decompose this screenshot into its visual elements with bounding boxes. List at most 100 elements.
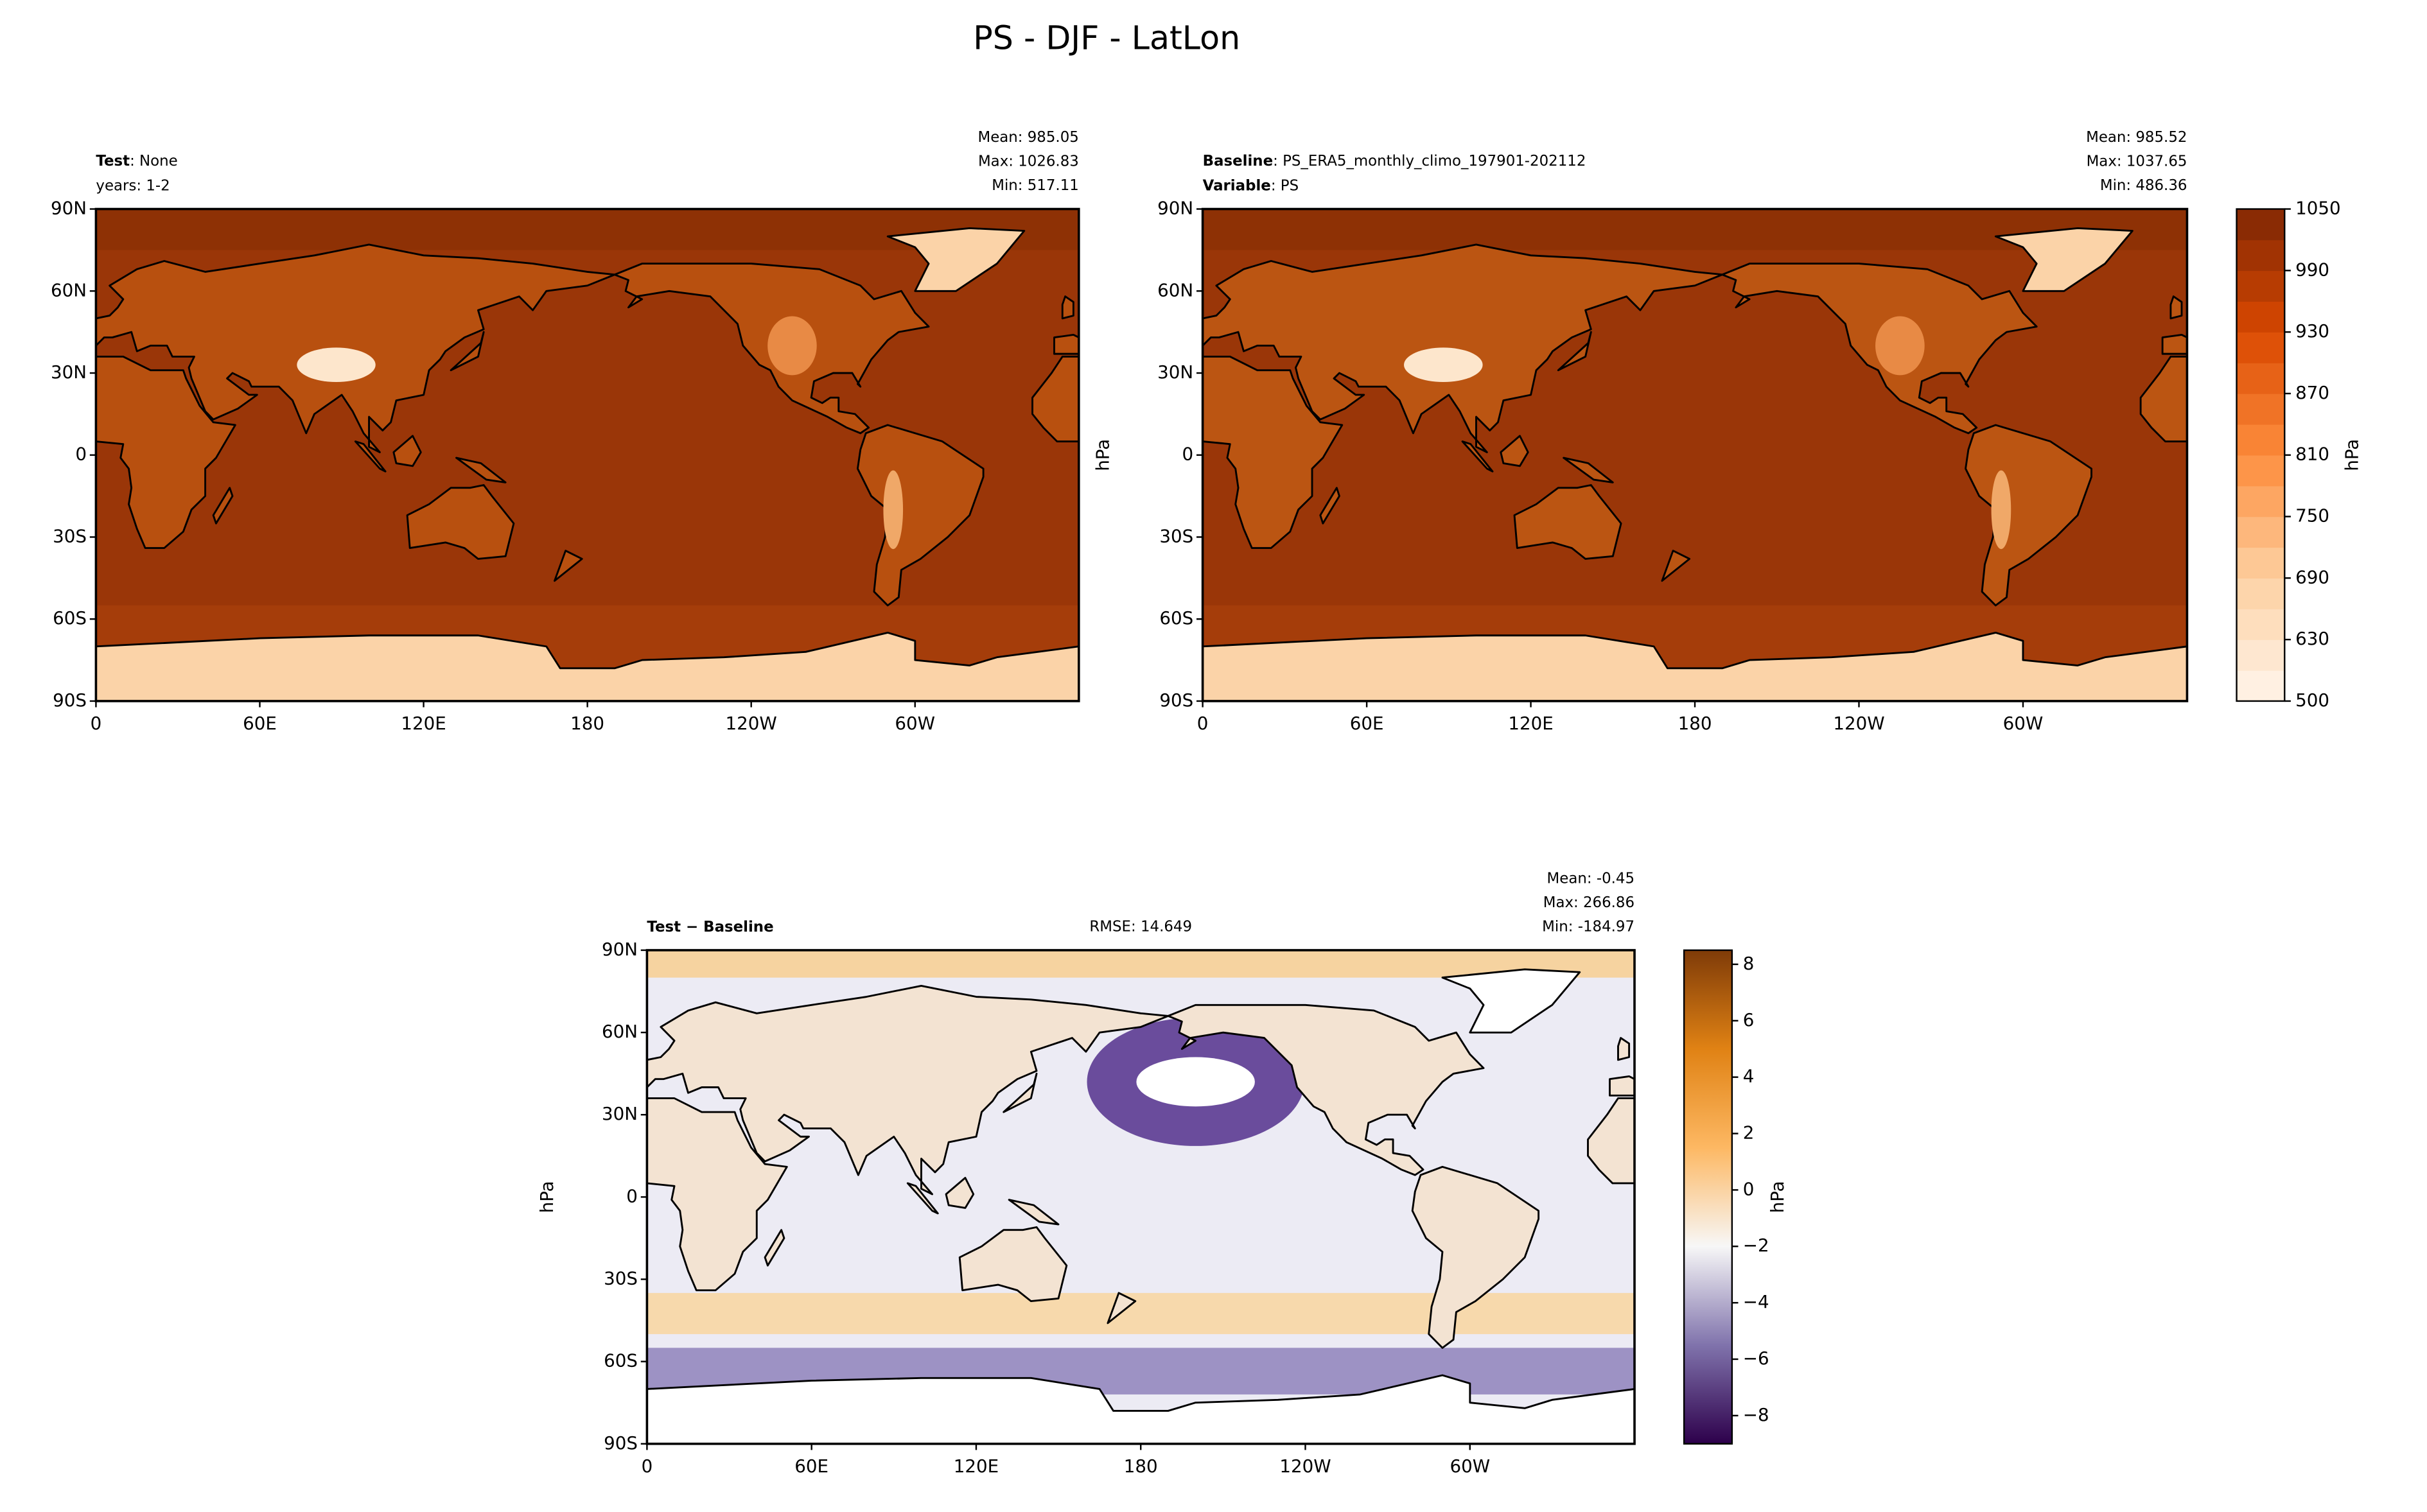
y-tick-label: 90S [604, 1432, 638, 1454]
x-tick-label: 180 [1678, 713, 1712, 734]
coastline [406, 484, 515, 560]
colorbar-tick-label: 690 [2295, 566, 2329, 587]
coastline [764, 1229, 785, 1267]
anomaly-core [1136, 1057, 1255, 1107]
x-tick-label: 60W [895, 713, 935, 734]
x-tick-label: 180 [570, 713, 604, 734]
y-tick-label: 0 [75, 444, 87, 465]
y-tick-label: 0 [626, 1185, 638, 1206]
coastline [2169, 295, 2183, 320]
colorbar-band [2236, 239, 2285, 272]
figure-title: PS - DJF - LatLon [973, 19, 1240, 56]
coastline [1661, 550, 1691, 582]
colorbar-tick-label: 6 [1743, 1009, 1755, 1030]
coastline [1003, 1072, 1038, 1113]
colorbar-tick-label: 4 [1743, 1066, 1755, 1087]
coastline [554, 550, 583, 582]
coastline [392, 435, 422, 467]
colorbar-band [2236, 609, 2285, 640]
y-tick-label: 90S [53, 690, 87, 711]
colorbar-band [2236, 209, 2285, 241]
coastline [1965, 424, 2092, 607]
coastline [1563, 456, 1614, 483]
y-tick-label: 30S [1159, 525, 1193, 546]
panel-header: Variable: PS [1203, 177, 1299, 194]
coastline [212, 487, 234, 525]
y-tick-label: 90N [602, 939, 638, 960]
colorbar-band [2236, 455, 2285, 487]
coastline [1202, 356, 1344, 550]
coastline [1202, 243, 1724, 453]
x-tick-label: 0 [642, 1456, 653, 1477]
x-tick-label: 0 [91, 713, 102, 734]
y-tick-label: 30N [1157, 361, 1193, 383]
colorbar-band [2236, 301, 2285, 333]
header-value: years: 1-2 [96, 177, 170, 194]
stat: Max: 1026.83 [978, 153, 1079, 170]
coastline [1441, 968, 1581, 1034]
x-tick-label: 180 [1124, 1456, 1158, 1477]
panel-header: years: 1-2 [96, 177, 170, 194]
coastline [958, 1226, 1068, 1303]
x-tick-label: 60W [2003, 713, 2044, 734]
stat: Min: -184.97 [1542, 918, 1634, 935]
coastline [1167, 1004, 1485, 1176]
coastline [455, 456, 507, 483]
y-axis-label: hPa [1092, 439, 1113, 471]
coastline [1053, 334, 1079, 355]
x-tick-label: 60E [243, 713, 277, 734]
y-tick-label: 30N [51, 361, 87, 383]
colorbar-band [2236, 639, 2285, 671]
header-key: Test [96, 152, 130, 169]
header-key: Variable [1203, 177, 1271, 194]
coastline [647, 984, 1170, 1195]
colorbar-tick-label: 500 [2295, 690, 2329, 711]
x-tick-label: 60E [1350, 713, 1384, 734]
colorbar-tick-label: 990 [2295, 259, 2329, 280]
plateau [1404, 347, 1483, 383]
colorbar-tick-label: 810 [2295, 444, 2329, 465]
map-area [647, 950, 1635, 1444]
x-tick-label: 120W [1833, 713, 1884, 734]
coastline [1513, 484, 1622, 560]
coastline [1319, 487, 1340, 525]
highland [1875, 316, 1925, 376]
colorbar: 500 630 690 750 810 870 930 990 1050 hPa [2236, 198, 2362, 711]
coastline [96, 243, 616, 453]
stat: Min: 486.36 [2100, 177, 2187, 194]
stat: Mean: 985.05 [977, 129, 1078, 146]
header-value: : None [130, 152, 178, 169]
coastline [906, 1182, 939, 1215]
colorbar-band [2236, 516, 2285, 548]
colorbar-band [2236, 485, 2285, 517]
y-tick-label: 60S [53, 607, 87, 629]
stat: Mean: -0.45 [1547, 871, 1634, 887]
coastline [2139, 356, 2187, 442]
colorbar-fill [1684, 950, 1732, 1444]
map-panel: 0 60E 120E 180 120W 60W 90S 60S 30S 0 30N 60N 90N hPa… [1092, 129, 2189, 734]
colorbar-band [2236, 547, 2285, 579]
coastline [96, 631, 1079, 701]
panel-header: Test − Baseline [647, 918, 773, 935]
colorbar-band [2236, 424, 2285, 456]
highland [767, 316, 817, 376]
coastline [1557, 331, 1592, 372]
colorbar-label: hPa [1767, 1181, 1788, 1213]
map-area [96, 209, 1079, 701]
stat: Mean: 985.52 [2086, 129, 2187, 146]
coastline [1994, 227, 2133, 292]
coastline [1609, 1075, 1635, 1097]
x-tick-label: 60W [1450, 1456, 1490, 1477]
stat: Min: 517.11 [992, 177, 1079, 194]
x-tick-label: 120W [726, 713, 777, 734]
header-value: : PS [1271, 177, 1299, 194]
colorbar-band [2236, 270, 2285, 302]
plateau [297, 347, 376, 383]
coastline [647, 1374, 1635, 1444]
colorbar-tick-label: 1050 [2295, 198, 2341, 219]
stat: Max: 1037.65 [2087, 153, 2187, 170]
colorbar-tick-label: 930 [2295, 320, 2329, 342]
map-area [1202, 209, 2187, 701]
colorbar-band [2236, 670, 2285, 702]
